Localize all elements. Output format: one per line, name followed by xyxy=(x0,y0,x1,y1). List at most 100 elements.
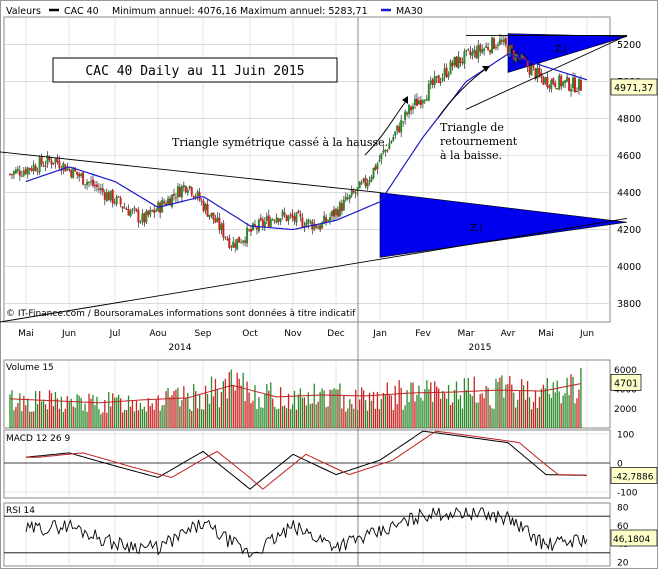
candle-body xyxy=(544,77,547,84)
candle-body xyxy=(131,209,134,211)
candle-body xyxy=(107,192,110,201)
volume-panel xyxy=(3,359,611,429)
candle-body xyxy=(115,196,118,205)
candle-body xyxy=(307,219,310,224)
candle-body xyxy=(165,203,168,206)
candle-body xyxy=(16,168,19,172)
annotation-symmetric-triangle: Triangle symétrique cassé à la hausse. xyxy=(172,136,388,149)
candle-body xyxy=(190,187,193,196)
candle-body xyxy=(178,187,181,197)
candle-body xyxy=(342,199,345,211)
candle-body xyxy=(299,214,302,217)
candle-body xyxy=(267,215,270,227)
trendline xyxy=(465,35,628,110)
candle-body xyxy=(516,54,519,57)
candle-body xyxy=(400,120,403,133)
candle-body xyxy=(234,243,237,248)
candle-body xyxy=(469,50,472,55)
candle-body xyxy=(50,160,53,165)
candle-body xyxy=(289,214,292,216)
candle-body xyxy=(376,163,379,169)
rsi-line xyxy=(25,506,588,558)
candle-body xyxy=(542,77,545,85)
rsi-panel xyxy=(3,502,611,567)
candle-body xyxy=(88,181,91,183)
candle-body xyxy=(374,166,377,170)
candle-body xyxy=(392,137,395,141)
candle-body xyxy=(46,155,49,165)
candle-body xyxy=(230,246,233,248)
macd-tick-label: 0 xyxy=(617,460,623,470)
candle-body xyxy=(58,160,61,169)
candle-body xyxy=(510,44,513,49)
candle-body xyxy=(202,200,205,212)
candle-body xyxy=(408,104,411,114)
candle-body xyxy=(196,191,199,197)
candle-body xyxy=(82,172,85,185)
candle-body xyxy=(360,182,363,184)
candle-body xyxy=(244,240,247,243)
candle-body xyxy=(149,209,152,215)
candle-body xyxy=(68,169,71,171)
candle-body xyxy=(182,185,185,188)
macd-signal-line xyxy=(26,430,588,490)
chart-title: CAC 40 Daily au 11 Juin 2015 xyxy=(85,64,304,79)
macd-tick-label: -100 xyxy=(617,489,638,499)
candle-body xyxy=(224,236,227,238)
price-tick-label: 3800 xyxy=(617,299,641,310)
candle-body xyxy=(508,45,511,57)
candle-body xyxy=(38,157,41,173)
zone-label-small: Z.I xyxy=(555,44,567,55)
candle-body xyxy=(364,177,367,186)
price-panel xyxy=(3,16,611,323)
candle-body xyxy=(285,214,288,222)
candle-body xyxy=(465,49,468,52)
month-tick-label: Dec xyxy=(327,329,344,339)
candle-body xyxy=(255,227,258,230)
candle-body xyxy=(208,214,211,218)
candle-body xyxy=(253,224,256,227)
candle-body xyxy=(500,40,503,42)
candle-body xyxy=(228,237,231,248)
candle-body xyxy=(261,219,264,227)
ma30-line xyxy=(25,53,588,231)
volume-average-line xyxy=(10,383,581,404)
candle-body xyxy=(433,76,436,86)
month-tick-label: Aou xyxy=(149,329,166,339)
candle-body xyxy=(550,79,553,90)
candle-body xyxy=(348,195,351,199)
candle-body xyxy=(36,171,39,173)
trendline xyxy=(0,218,628,323)
candle-body xyxy=(439,82,442,84)
candle-body xyxy=(536,67,539,79)
candle-body xyxy=(236,238,239,250)
candle-body xyxy=(483,48,486,52)
annotation-reversal-2: retournement xyxy=(440,135,518,148)
candle-body xyxy=(350,190,353,196)
candle-body xyxy=(74,169,77,172)
candle-body xyxy=(380,153,383,160)
candle-body xyxy=(504,38,507,45)
candle-body xyxy=(91,179,94,186)
last-price-tag xyxy=(610,78,658,96)
candle-body xyxy=(143,213,146,223)
candle-body xyxy=(14,169,17,174)
month-tick-label: Fev xyxy=(415,329,431,339)
candle-body xyxy=(151,210,154,212)
candle-body xyxy=(459,57,462,64)
candle-body xyxy=(572,77,575,89)
candle-body xyxy=(552,78,555,85)
candle-body xyxy=(174,197,177,199)
candle-body xyxy=(473,49,476,54)
candle-body xyxy=(206,204,209,217)
candle-body xyxy=(540,72,543,78)
candle-body xyxy=(70,169,73,177)
candle-body xyxy=(101,188,104,192)
candle-body xyxy=(200,200,203,202)
candle-body xyxy=(281,211,284,217)
macd-panel xyxy=(3,429,611,499)
candle-body xyxy=(283,212,286,215)
ma-legend-label: MA30 xyxy=(396,6,423,17)
candle-body xyxy=(220,224,223,231)
zone-layer xyxy=(379,33,628,258)
